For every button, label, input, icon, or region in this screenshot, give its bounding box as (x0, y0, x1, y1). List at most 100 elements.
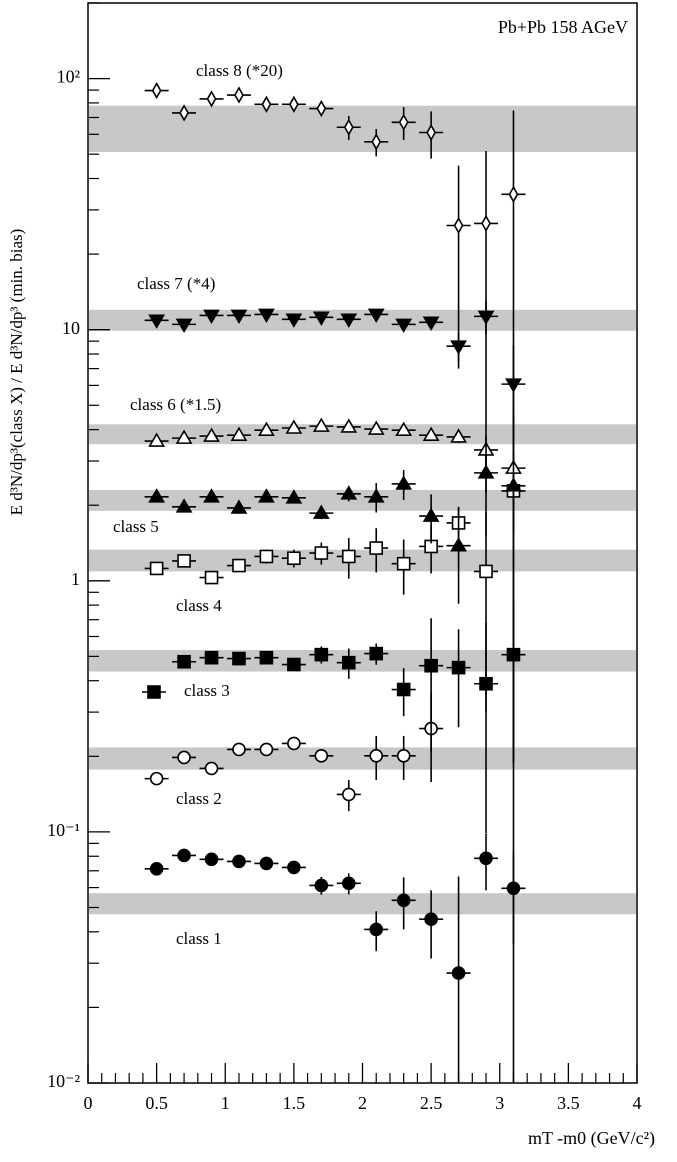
series-label: class 4 (176, 596, 222, 615)
marker (453, 216, 464, 235)
band (89, 424, 636, 445)
marker (285, 313, 303, 328)
band (89, 747, 636, 770)
marker (230, 499, 248, 514)
marker (369, 922, 384, 937)
marker (451, 966, 466, 980)
x-tick-label: 3 (495, 1093, 504, 1113)
marker (151, 81, 162, 100)
marker (287, 736, 301, 751)
marker (288, 95, 299, 113)
marker (367, 308, 385, 324)
marker (341, 787, 356, 802)
marker (234, 86, 244, 104)
y-axis-label: E d³N/dp³(class X) / E d³N/dp³ (min. bia… (7, 229, 26, 516)
marker (508, 185, 519, 203)
series-label: class 6 (*1.5) (130, 395, 221, 414)
x-tick-label: 3.5 (557, 1093, 580, 1113)
marker (148, 488, 166, 503)
marker (396, 556, 411, 571)
marker (148, 314, 166, 329)
marker (285, 489, 303, 504)
marker (179, 104, 189, 122)
marker (395, 421, 413, 436)
marker (175, 498, 193, 513)
marker (258, 421, 275, 436)
marker (287, 657, 301, 672)
marker (287, 551, 301, 566)
marker (450, 428, 467, 443)
marker (177, 554, 191, 568)
legend-swatch (147, 685, 161, 699)
marker (232, 854, 246, 869)
marker (422, 316, 440, 331)
marker (396, 748, 411, 763)
marker (341, 876, 356, 891)
marker (424, 658, 438, 673)
marker (450, 537, 467, 552)
marker (367, 420, 385, 435)
band (89, 549, 636, 572)
marker (259, 549, 274, 564)
marker (369, 541, 384, 555)
x-tick-label: 4 (633, 1093, 642, 1113)
band (89, 650, 636, 672)
x-tick-label: 0 (84, 1093, 93, 1113)
series-label: class 3 (184, 681, 230, 700)
y-tick-label: 10 (62, 318, 80, 338)
marker (258, 488, 275, 503)
band (89, 309, 636, 331)
marker (175, 318, 193, 333)
marker (369, 646, 384, 661)
marker (258, 308, 275, 324)
marker (479, 564, 493, 579)
marker (343, 118, 354, 136)
marker (203, 488, 220, 503)
marker (422, 426, 440, 442)
series-label: class 5 (113, 517, 159, 536)
marker (341, 549, 356, 564)
marker (314, 748, 329, 763)
marker (232, 742, 246, 757)
marker (149, 561, 164, 576)
marker (149, 861, 164, 876)
marker (340, 313, 358, 328)
marker (312, 417, 330, 432)
marker (206, 90, 217, 108)
marker (422, 507, 440, 522)
marker (175, 429, 193, 444)
series-label: class 7 (*4) (137, 274, 215, 293)
x-tick-label: 1 (221, 1093, 230, 1113)
marker (396, 893, 411, 908)
marker (395, 475, 413, 490)
y-tick-label: 10⁻¹ (47, 820, 80, 840)
marker (232, 558, 246, 573)
plot-area (88, 3, 637, 1083)
marker (479, 851, 493, 866)
marker (424, 912, 438, 927)
marker (203, 427, 220, 442)
band (89, 105, 636, 153)
marker (259, 856, 274, 871)
y-tick-label: 1 (71, 569, 80, 589)
marker (340, 485, 358, 500)
marker (232, 651, 246, 666)
marker (396, 682, 411, 697)
marker (204, 650, 219, 665)
series-label: class 2 (176, 789, 222, 808)
marker (203, 309, 220, 324)
x-tick-label: 2 (358, 1093, 367, 1113)
marker (369, 748, 384, 763)
band (89, 489, 636, 511)
marker (314, 878, 329, 893)
marker (177, 750, 191, 765)
marker (149, 771, 164, 786)
marker (148, 432, 166, 447)
marker (426, 123, 437, 142)
x-tick-label: 1.5 (283, 1093, 306, 1113)
marker (259, 742, 274, 757)
marker (314, 546, 329, 560)
y-tick-label: 10² (57, 67, 80, 87)
